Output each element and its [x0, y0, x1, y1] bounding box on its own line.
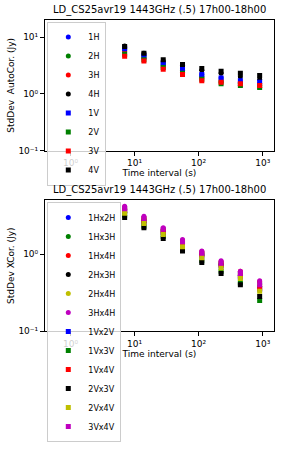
svg-text:3Hx4H: 3Hx4H	[88, 309, 115, 318]
svg-text:1Hx2H: 1Hx2H	[88, 214, 115, 223]
svg-text:3Vx4V: 3Vx4V	[88, 423, 114, 432]
svg-text:10²: 10²	[191, 158, 206, 168]
svg-text:10⁻¹: 10⁻¹	[18, 326, 38, 336]
svg-text:10³: 10³	[255, 339, 270, 349]
svg-text:StdDev AutoCor. (Jy): StdDev AutoCor. (Jy)	[6, 38, 16, 133]
svg-text:LD_CS25avr19 1443GHz (.5) 17h0: LD_CS25avr19 1443GHz (.5) 17h00-18h00	[53, 184, 266, 196]
svg-text:2Hx3H: 2Hx3H	[88, 271, 115, 280]
svg-text:4H: 4H	[88, 90, 99, 99]
svg-text:10¹: 10¹	[127, 339, 142, 349]
svg-text:2V: 2V	[88, 128, 99, 137]
svg-text:10⁰: 10⁰	[23, 249, 38, 259]
svg-text:1H: 1H	[88, 33, 99, 42]
svg-text:10¹: 10¹	[23, 32, 38, 42]
svg-text:2Vx4V: 2Vx4V	[88, 404, 114, 413]
svg-text:2Hx4H: 2Hx4H	[88, 290, 115, 299]
svg-text:1Hx4H: 1Hx4H	[88, 252, 115, 261]
svg-text:10³: 10³	[255, 158, 270, 168]
svg-text:Time interval (s): Time interval (s)	[122, 349, 197, 359]
svg-text:1V: 1V	[88, 109, 99, 118]
svg-text:3V: 3V	[88, 147, 99, 156]
svg-text:10²: 10²	[191, 339, 206, 349]
svg-text:10⁻¹: 10⁻¹	[18, 146, 38, 156]
svg-text:2Vx3V: 2Vx3V	[88, 385, 114, 394]
svg-text:4V: 4V	[88, 166, 99, 175]
svg-text:StdDev XCor. (Jy): StdDev XCor. (Jy)	[6, 227, 16, 304]
svg-text:1Vx4V: 1Vx4V	[88, 366, 114, 375]
svg-text:3H: 3H	[88, 71, 99, 80]
svg-text:10⁰: 10⁰	[23, 89, 38, 99]
svg-text:1Hx3H: 1Hx3H	[88, 233, 115, 242]
svg-text:LD_CS25avr19 1443GHz (.5) 17h0: LD_CS25avr19 1443GHz (.5) 17h00-18h00	[53, 4, 266, 16]
svg-text:10¹: 10¹	[127, 158, 142, 168]
svg-text:1Vx2V: 1Vx2V	[88, 328, 114, 337]
svg-text:1Vx3V: 1Vx3V	[88, 347, 114, 356]
svg-text:Time interval (s): Time interval (s)	[122, 168, 197, 178]
svg-text:2H: 2H	[88, 52, 99, 61]
